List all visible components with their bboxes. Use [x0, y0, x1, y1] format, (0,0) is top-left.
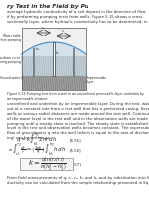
- Bar: [21, 56, 86, 76]
- Text: $\int_{r_1}^{r_2}\frac{dr}{r} = \left(\frac{2\pi k}{q}\right)\int_{h_1}^{h_2}h\,: $\int_{r_1}^{r_2}\frac{dr}{r} = \left(\f…: [12, 142, 66, 158]
- Text: Draw-down curve
during pumping: Draw-down curve during pumping: [0, 56, 20, 64]
- Bar: [53, 42, 55, 76]
- Text: $r_2$: $r_2$: [61, 28, 66, 35]
- Text: $r_1$: $r_1$: [41, 25, 46, 32]
- Bar: [21, 28, 86, 56]
- Text: Impermeable
layer: Impermeable layer: [86, 76, 107, 84]
- Text: average hydraulic conductivity of a soil deposit in the direction of flow
if by : average hydraulic conductivity of a soil…: [7, 10, 148, 24]
- Bar: [73, 48, 74, 76]
- Text: From field measurements of q, r₁, r₂, h₁ and h₂ and by substitution into the hyd: From field measurements of q, r₁, r₂, h₁…: [7, 176, 149, 185]
- Text: ry Test in the Field by Pumping from Wells: ry Test in the Field by Pumping from Wel…: [7, 4, 147, 9]
- Bar: [21, 76, 86, 90]
- Bar: [20, 158, 73, 170]
- Text: Figure 5.15 Pumping test from a well in an unconfined permeable layer underlain : Figure 5.15 Pumping test from a well in …: [7, 92, 144, 101]
- Text: unconfined and underlain by an impermeable layer. During the test, water is pump: unconfined and underlain by an impermeab…: [7, 102, 149, 140]
- Text: [5.56]: [5.56]: [70, 148, 82, 152]
- Text: $q = k\int_{h_1}^{h_2} 2\pi r\, dh$: $q = k\int_{h_1}^{h_2} 2\pi r\, dh$: [16, 132, 57, 148]
- Text: or: or: [8, 148, 13, 152]
- Text: Ground water: Ground water: [0, 76, 20, 80]
- Bar: [21, 28, 86, 90]
- Text: Water table
before pumping: Water table before pumping: [0, 34, 20, 42]
- Text: $h_1$: $h_1$: [55, 49, 60, 57]
- Bar: [33, 48, 34, 76]
- Text: $k = \frac{q\ln(r_2/r_1)}{\pi(h_2^2 - h_1^2)}$: $k = \frac{q\ln(r_2/r_1)}{\pi(h_2^2 - h_…: [28, 155, 67, 173]
- Text: [5.57]: [5.57]: [70, 162, 82, 166]
- Text: $h_2$: $h_2$: [35, 45, 40, 53]
- Text: [5.55]: [5.55]: [70, 138, 82, 142]
- Polygon shape: [21, 42, 86, 76]
